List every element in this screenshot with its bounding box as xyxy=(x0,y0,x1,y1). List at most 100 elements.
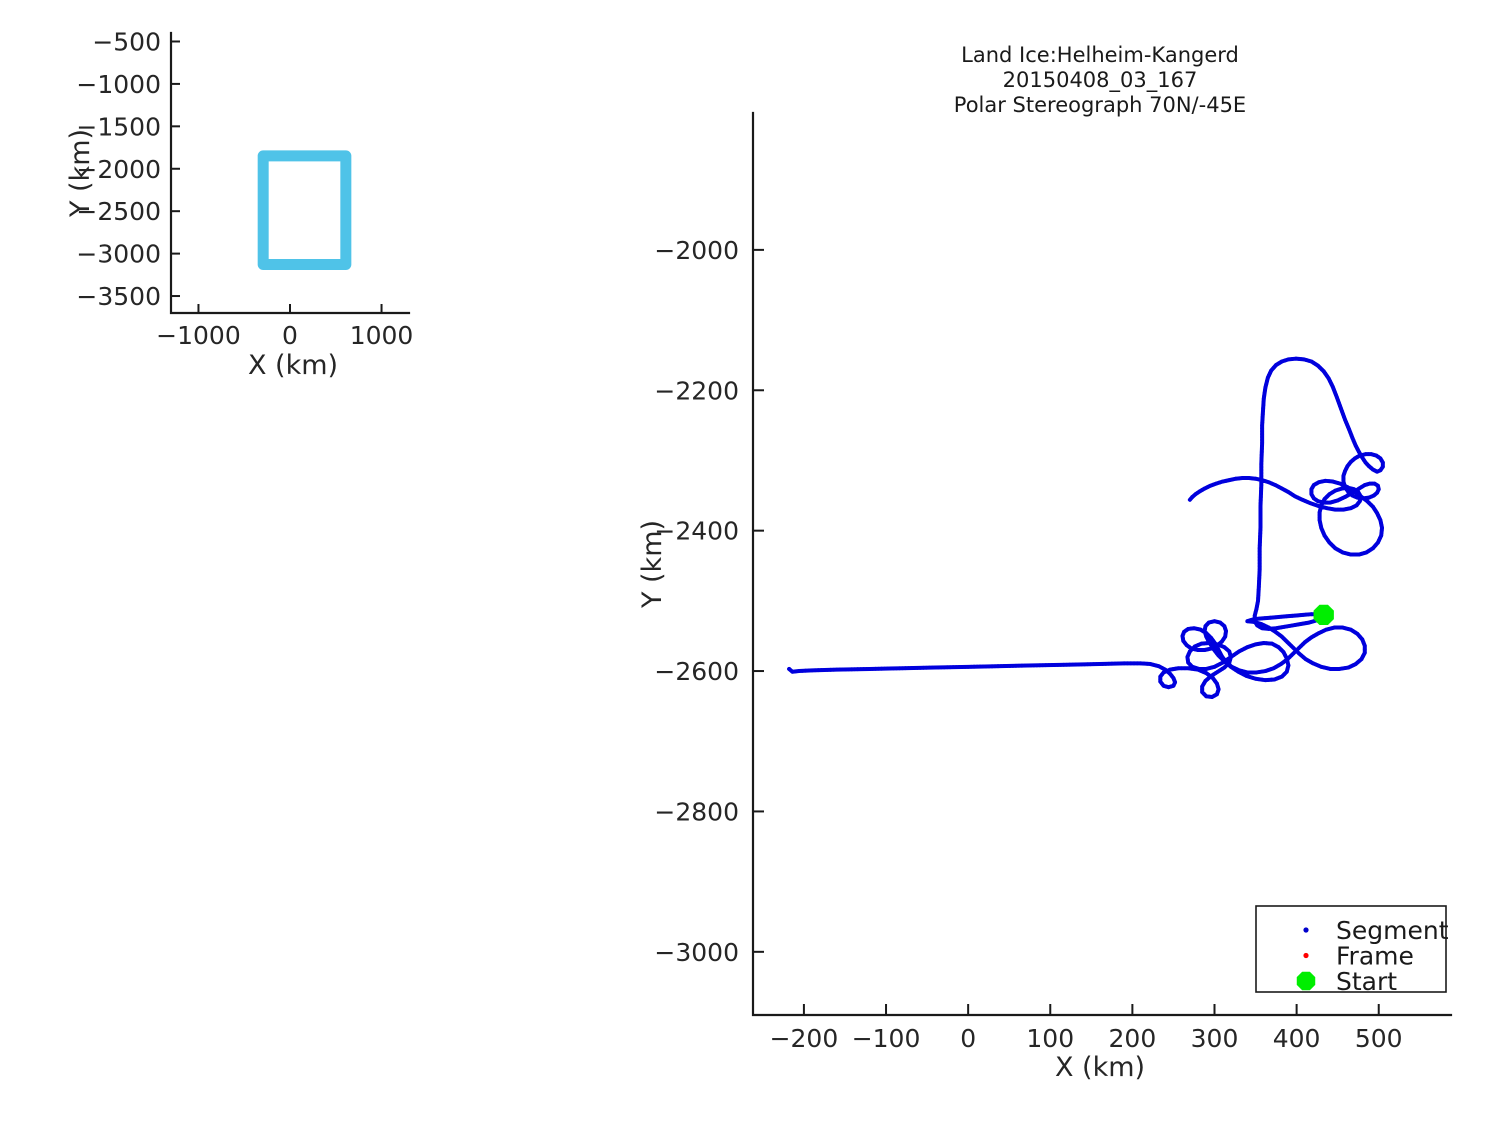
segment-point xyxy=(1206,637,1210,642)
segment-point xyxy=(1212,645,1216,650)
segment-point xyxy=(1257,558,1262,563)
segment-point xyxy=(1343,666,1348,670)
segment-point xyxy=(909,666,914,670)
segment-point xyxy=(861,667,866,671)
legend-marker-start[interactable] xyxy=(1296,971,1316,991)
segment-point xyxy=(1259,486,1264,490)
segment-point xyxy=(1339,486,1344,491)
segment-point xyxy=(1322,665,1327,670)
segment-point xyxy=(903,666,908,671)
inset-y-tick-labels: −500 −1000 −1500 −2000 −2500 −3000 −3500 xyxy=(76,27,161,311)
segment-point xyxy=(954,665,959,669)
segment-point xyxy=(1173,680,1177,685)
segment-point xyxy=(787,667,792,671)
segment-point xyxy=(797,669,801,673)
segment-point xyxy=(930,665,935,670)
segment-point xyxy=(936,665,941,670)
segment-point xyxy=(1211,638,1216,643)
segment-point xyxy=(1290,613,1295,618)
segment-point xyxy=(1286,357,1291,362)
overview-inset-plot: −1000 0 1000 −500 −1000 −1500 −2000 −2500 −3000… xyxy=(65,27,413,381)
segment-point xyxy=(1270,626,1275,631)
segment-point xyxy=(1270,641,1274,646)
legend-marker-segment[interactable] xyxy=(1303,927,1309,933)
segment-point xyxy=(987,664,991,669)
segment-point xyxy=(1204,641,1209,646)
inset-y-tick-label: −1500 xyxy=(76,112,161,141)
main-y-tick-label: −3000 xyxy=(654,938,739,967)
segment-point xyxy=(825,668,830,672)
segment-point xyxy=(790,669,795,674)
segment-point xyxy=(975,664,980,669)
inset-tick-marks xyxy=(171,40,383,313)
segment-point xyxy=(897,666,902,671)
segment-point xyxy=(1337,667,1342,671)
segment-point xyxy=(1328,379,1332,384)
segment-point xyxy=(1338,507,1343,512)
segment-point xyxy=(1269,368,1274,373)
start-marker xyxy=(1313,604,1334,626)
segment-point xyxy=(1360,452,1365,457)
segment-point xyxy=(1061,662,1066,667)
segment-point xyxy=(1268,615,1273,620)
segment-point xyxy=(1286,663,1291,668)
segment-point xyxy=(1252,619,1257,624)
segment-point xyxy=(1260,417,1265,422)
segment-point xyxy=(813,668,818,673)
segment-point xyxy=(1316,480,1321,485)
segment-point xyxy=(939,665,944,670)
segment-point xyxy=(1106,661,1111,666)
segment-point xyxy=(1355,446,1360,451)
segment-point xyxy=(924,665,929,670)
segment-point xyxy=(1351,552,1356,557)
segment-point xyxy=(1259,465,1264,469)
inset-y-tick-label: −2000 xyxy=(76,155,161,184)
segment-point xyxy=(1371,493,1376,498)
segment-point xyxy=(933,665,938,670)
segment-point xyxy=(1257,552,1262,557)
segment-point xyxy=(1259,453,1264,457)
segment-point xyxy=(990,664,994,669)
segment-point xyxy=(1259,450,1264,454)
segment-point xyxy=(1286,490,1291,494)
plot-title-line-2: 20150408_03_167 xyxy=(1003,68,1198,93)
segment-point xyxy=(1190,495,1195,499)
legend-marker-frame[interactable] xyxy=(1303,952,1309,959)
segment-point xyxy=(1260,412,1265,417)
segment-point xyxy=(1257,616,1262,621)
segment-point xyxy=(1351,504,1356,509)
segment-point xyxy=(1360,484,1364,489)
segment-point xyxy=(1257,546,1262,551)
segment-point xyxy=(1222,665,1227,670)
segment-point xyxy=(1125,661,1130,666)
segment-point xyxy=(1193,665,1198,670)
segment-point xyxy=(1325,666,1330,671)
segment-point xyxy=(793,669,798,674)
segment-point xyxy=(1341,507,1346,512)
greenland-region-outline xyxy=(257,150,352,270)
segment-point xyxy=(1079,662,1084,667)
inset-y-tick-label: −2500 xyxy=(76,197,161,226)
segment-point xyxy=(852,667,857,672)
segment-point xyxy=(1366,452,1371,457)
segment-point xyxy=(1257,670,1262,674)
inset-x-tick-label: −1000 xyxy=(156,321,241,350)
segment-point xyxy=(1258,495,1263,499)
segment-point xyxy=(960,665,965,669)
segment-point xyxy=(1128,661,1133,666)
segment-point xyxy=(1204,631,1209,636)
segment-point xyxy=(1256,596,1261,600)
main-x-tick-label: 400 xyxy=(1273,1024,1321,1053)
segment-point xyxy=(1258,531,1263,536)
segment-point xyxy=(1304,612,1308,617)
segment-point xyxy=(1097,662,1102,666)
segment-point xyxy=(1362,643,1367,648)
segment-point xyxy=(1325,500,1329,505)
main-y-axis-label: Y (km) xyxy=(637,520,668,609)
segment-point xyxy=(1269,677,1274,682)
segment-point xyxy=(1353,443,1358,448)
segment-point xyxy=(1195,627,1200,631)
segment-point xyxy=(806,668,811,673)
